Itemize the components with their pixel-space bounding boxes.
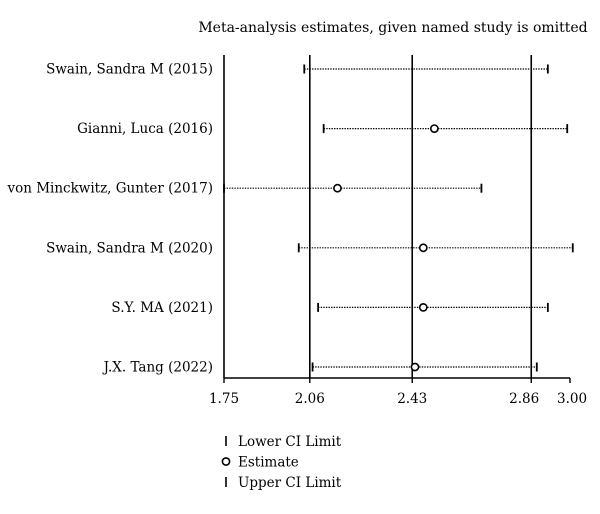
x-tick-label: 3.00 xyxy=(557,391,587,407)
x-tick-label: 1.75 xyxy=(209,391,239,407)
study-row xyxy=(297,243,574,253)
study-labels: Swain, Sandra M (2015) Gianni, Luca (2016… xyxy=(6,62,213,376)
study-row xyxy=(223,183,483,193)
legend-item: Estimate xyxy=(221,455,299,471)
x-tick-label: 2.43 xyxy=(397,391,427,407)
legend-estimate-symbol xyxy=(221,457,231,466)
x-tick-label: 2.06 xyxy=(295,391,325,407)
estimate-marker xyxy=(429,124,439,134)
study-label: Swain, Sandra M (2015) xyxy=(46,62,213,78)
estimate-marker xyxy=(418,243,428,253)
study-label: J.X. Tang (2022) xyxy=(102,360,213,376)
estimate-marker xyxy=(418,302,428,312)
x-tick-label: 2.86 xyxy=(509,391,539,407)
study-row xyxy=(311,362,538,372)
study-row xyxy=(317,302,549,312)
legend-label: Upper CI Limit xyxy=(238,475,342,491)
estimate-marker xyxy=(333,183,342,193)
study-row xyxy=(303,64,549,74)
study-label: von Minckwitz, Gunter (2017) xyxy=(6,181,213,197)
legend-item: Lower CI Limit xyxy=(225,434,342,450)
study-label: Gianni, Luca (2016) xyxy=(77,121,213,137)
chart-title: Meta-analysis estimates, given named stu… xyxy=(198,20,587,36)
legend-label: Estimate xyxy=(238,455,299,471)
legend: Lower CI Limit Estimate Upper CI Limit xyxy=(221,434,342,491)
study-label: Swain, Sandra M (2020) xyxy=(46,240,213,256)
legend-item: Upper CI Limit xyxy=(225,475,342,491)
study-row xyxy=(322,124,569,134)
legend-label: Lower CI Limit xyxy=(238,434,342,450)
estimate-marker xyxy=(410,362,420,372)
reference-lines xyxy=(223,55,533,378)
x-axis: 1.75 2.06 2.43 2.86 3.00 xyxy=(209,377,587,407)
confidence-intervals xyxy=(223,64,574,372)
study-label: S.Y. MA (2021) xyxy=(111,300,213,316)
